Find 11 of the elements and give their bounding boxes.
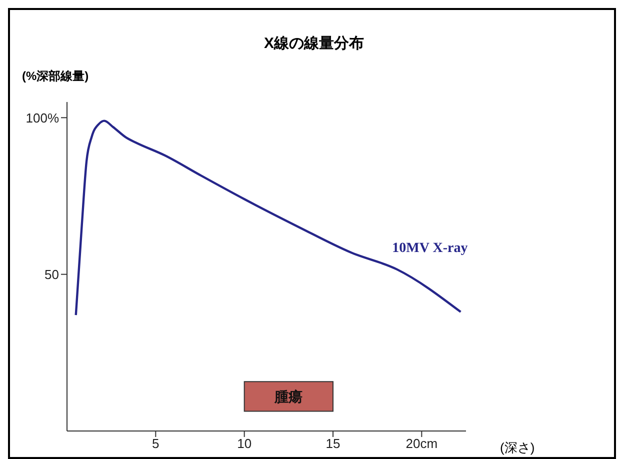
x-tick-label: 20cm (406, 436, 438, 452)
x-tick-label: 5 (152, 436, 160, 452)
x-axis-title: (深さ) (500, 439, 535, 457)
x-tick-label: 10 (237, 436, 252, 452)
band-label: 腫瘍 (274, 388, 303, 404)
chart-title: X線の線量分布 (262, 34, 365, 53)
y-tick-label: 100% (26, 110, 60, 126)
series-label: 10MV X-ray (392, 241, 468, 258)
x-tick-label: 15 (326, 436, 340, 452)
y-axis-title: (%深部線量) (22, 68, 89, 85)
y-tick-label: 50 (44, 266, 59, 282)
